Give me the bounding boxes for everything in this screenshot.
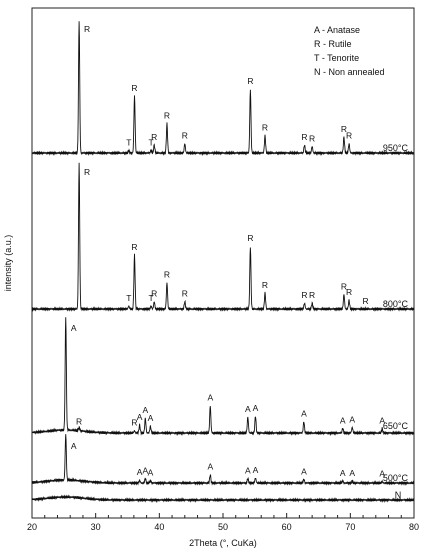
y-axis-label: intensity (a.u.) [3, 235, 13, 292]
peak-label: A [301, 409, 307, 419]
peak-label: R [131, 242, 137, 252]
peak-label: R [262, 280, 268, 290]
series-name-650: 650°C [383, 421, 409, 431]
peak-label: A [379, 469, 385, 479]
x-tick-label: 80 [409, 522, 419, 532]
peak-label: A [148, 413, 154, 423]
peak-label: A [340, 468, 346, 478]
peak-label: R [247, 233, 253, 243]
x-tick-label: 40 [154, 522, 164, 532]
peak-label: R [131, 418, 137, 428]
peak-label: R [346, 287, 352, 297]
peak-label: A [253, 465, 259, 475]
peak-label: R [164, 111, 170, 121]
peak-label: R [182, 289, 188, 299]
peak-label: A [379, 415, 385, 425]
series-line [31, 162, 415, 312]
x-tick-label: 70 [345, 522, 355, 532]
peak-label: R [182, 131, 188, 141]
series-line [31, 21, 415, 156]
peak-label: R [301, 290, 307, 300]
plot-frame [31, 7, 415, 519]
peak-label: R [151, 289, 157, 299]
series-name-800: 800°C [383, 299, 409, 309]
series-name-500: 500°C [383, 473, 409, 483]
peak-label: A [142, 465, 148, 475]
peak-label: A [349, 414, 355, 424]
peak-label: T [148, 293, 153, 303]
peak-label: R [363, 296, 369, 306]
peak-label: R [341, 281, 347, 291]
peak-label: R [341, 124, 347, 134]
peak-label: A [142, 405, 148, 415]
x-tick-label: 20 [27, 522, 37, 532]
peak-label: A [207, 393, 213, 403]
peak-label: R [309, 133, 315, 143]
peak-label: A [137, 412, 143, 422]
peak-label: A [349, 468, 355, 478]
series-line [31, 494, 415, 503]
series-line [31, 434, 415, 486]
peak-label: R [131, 83, 137, 93]
peak-label: A [301, 466, 307, 476]
peak-label: R [164, 270, 170, 280]
peak-label: T [148, 137, 153, 147]
peak-label: R [309, 290, 315, 300]
peak-label: A [137, 467, 143, 477]
legend-entry: N - Non annealed [314, 67, 385, 77]
series-name-950: 950°C [383, 143, 409, 153]
peak-label: A [71, 441, 77, 451]
legend-entry: R - Rutile [314, 39, 352, 49]
peak-label: A [207, 462, 213, 472]
peak-label: R [84, 167, 90, 177]
peak-label: T [126, 137, 131, 147]
series-line [31, 317, 415, 436]
x-tick-label: 50 [218, 522, 228, 532]
series-traces [31, 21, 415, 503]
series-name-n: N [395, 490, 402, 500]
peak-label: R [84, 24, 90, 34]
peak-label: R [151, 132, 157, 142]
peak-label: R [76, 417, 82, 427]
peak-label: A [245, 465, 251, 475]
legend: A - Anatase R - Rutile T - Tenorite N - … [314, 25, 385, 77]
peak-label: A [71, 323, 77, 333]
x-axis-label: 2Theta (°, CuKa) [189, 538, 257, 548]
peak-label: A [253, 403, 259, 413]
legend-entry: A - Anatase [314, 25, 360, 35]
peak-label: A [148, 468, 154, 478]
peak-label: A [245, 404, 251, 414]
legend-entry: T - Tenorite [314, 53, 359, 63]
peak-label: R [346, 131, 352, 141]
peak-label: A [340, 415, 346, 425]
x-tick-label: 60 [282, 522, 292, 532]
x-tick-label: 30 [91, 522, 101, 532]
x-axis-ticks: 20 30 40 50 60 70 80 [27, 513, 419, 532]
peak-label: R [262, 123, 268, 133]
peak-label: R [247, 76, 253, 86]
peak-label: T [126, 293, 131, 303]
peak-label: R [301, 132, 307, 142]
